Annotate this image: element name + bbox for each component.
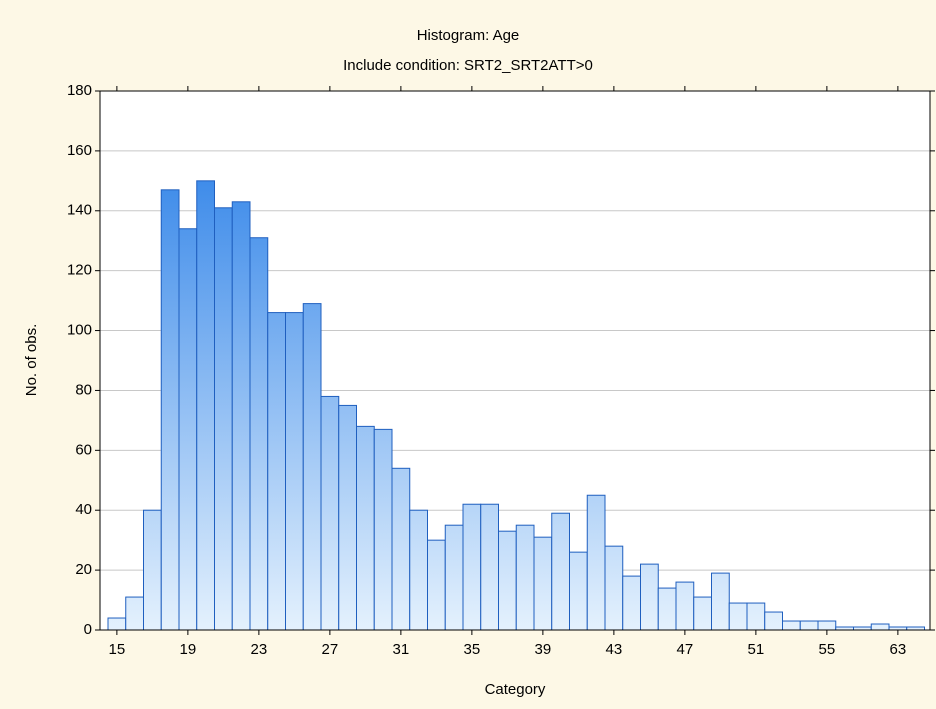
bar (657, 587, 677, 631)
bar (569, 551, 588, 631)
bar (143, 509, 162, 631)
bar (196, 180, 215, 631)
y-tick-label: 140 (67, 202, 92, 219)
bar (604, 545, 624, 631)
x-tick-label: 35 (464, 641, 481, 658)
x-tick-label: 31 (393, 641, 410, 658)
bar (214, 207, 233, 631)
bar (338, 404, 357, 631)
x-tick-label: 39 (535, 641, 552, 658)
bar (267, 312, 286, 631)
x-tick-label: 51 (748, 641, 765, 658)
plot-frame (99, 90, 931, 631)
bar (409, 509, 428, 631)
bar (533, 536, 553, 631)
bar (320, 395, 340, 631)
bar (782, 620, 801, 631)
bar (178, 228, 198, 631)
x-tick-label: 19 (180, 641, 197, 658)
bar (160, 189, 180, 631)
bar (586, 494, 606, 631)
bar (746, 602, 766, 631)
bar (693, 596, 712, 631)
x-tick-label: 63 (890, 641, 907, 658)
bar (107, 617, 127, 631)
y-tick-label: 180 (67, 82, 92, 99)
bar (498, 530, 517, 631)
x-tick-label: 23 (251, 641, 268, 658)
bar (249, 237, 269, 631)
bar (231, 201, 251, 631)
bar (302, 303, 322, 631)
bar (870, 623, 890, 631)
bar (285, 312, 304, 631)
bar (764, 611, 783, 631)
x-axis-label: Category (485, 681, 546, 698)
x-tick-label: 47 (677, 641, 694, 658)
bar (444, 524, 464, 631)
bar (799, 620, 819, 631)
x-tick-label: 15 (109, 641, 126, 658)
y-tick-label: 80 (75, 381, 92, 398)
y-tick-label: 20 (75, 561, 92, 578)
chart-title: Histogram: Age (417, 27, 520, 44)
x-tick-label: 55 (819, 641, 836, 658)
bar (373, 428, 393, 631)
bar (551, 512, 570, 631)
y-tick-label: 160 (67, 142, 92, 159)
x-tick-label: 43 (606, 641, 623, 658)
bar (515, 524, 535, 631)
bar (462, 503, 482, 631)
chart-subtitle: Include condition: SRT2_SRT2ATT>0 (343, 57, 593, 74)
bar (622, 575, 641, 631)
y-axis-label: No. of obs. (23, 324, 40, 397)
bar (480, 503, 499, 631)
y-tick-label: 0 (84, 621, 92, 638)
y-tick-label: 60 (75, 441, 92, 458)
bar (675, 581, 695, 631)
bar (817, 620, 837, 631)
bar (728, 602, 748, 631)
bar (711, 572, 730, 631)
y-tick-label: 40 (75, 501, 92, 518)
bar (356, 425, 375, 631)
bar (427, 539, 446, 631)
y-tick-label: 100 (67, 322, 92, 339)
x-tick-label: 27 (322, 641, 339, 658)
bar (125, 596, 144, 631)
bar (391, 467, 411, 631)
bar (640, 563, 659, 631)
y-tick-label: 120 (67, 262, 92, 279)
